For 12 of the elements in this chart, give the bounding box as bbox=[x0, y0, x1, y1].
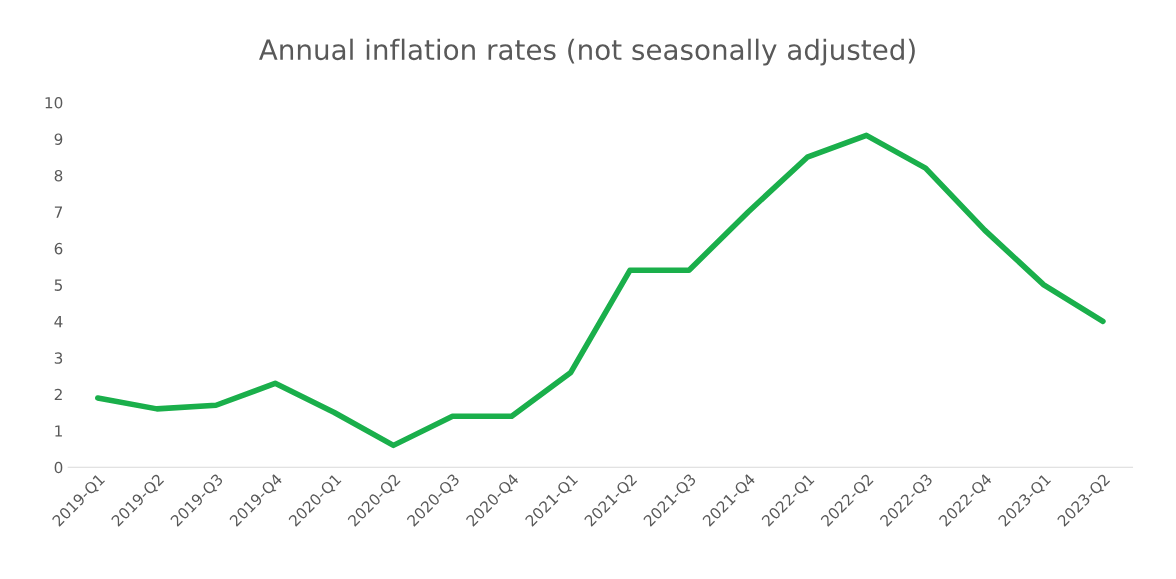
y-tick-label: 8 bbox=[54, 169, 63, 182]
y-tick-label: 7 bbox=[54, 206, 63, 218]
y-tick-label: 5 bbox=[54, 279, 63, 291]
y-tick-label: 9 bbox=[54, 133, 63, 145]
y-tick-label: 3 bbox=[54, 352, 63, 364]
chart-title: Annual inflation rates (not seasonally adjusted) bbox=[259, 38, 915, 66]
y-tick-label: 2 bbox=[54, 388, 62, 401]
y-tick-label: 6 bbox=[54, 242, 63, 255]
y-tick-label: 10 bbox=[45, 96, 63, 109]
y-tick-label: 0 bbox=[54, 461, 63, 474]
y-tick-label: 1 bbox=[55, 425, 62, 437]
y-tick-label: 4 bbox=[54, 316, 63, 328]
